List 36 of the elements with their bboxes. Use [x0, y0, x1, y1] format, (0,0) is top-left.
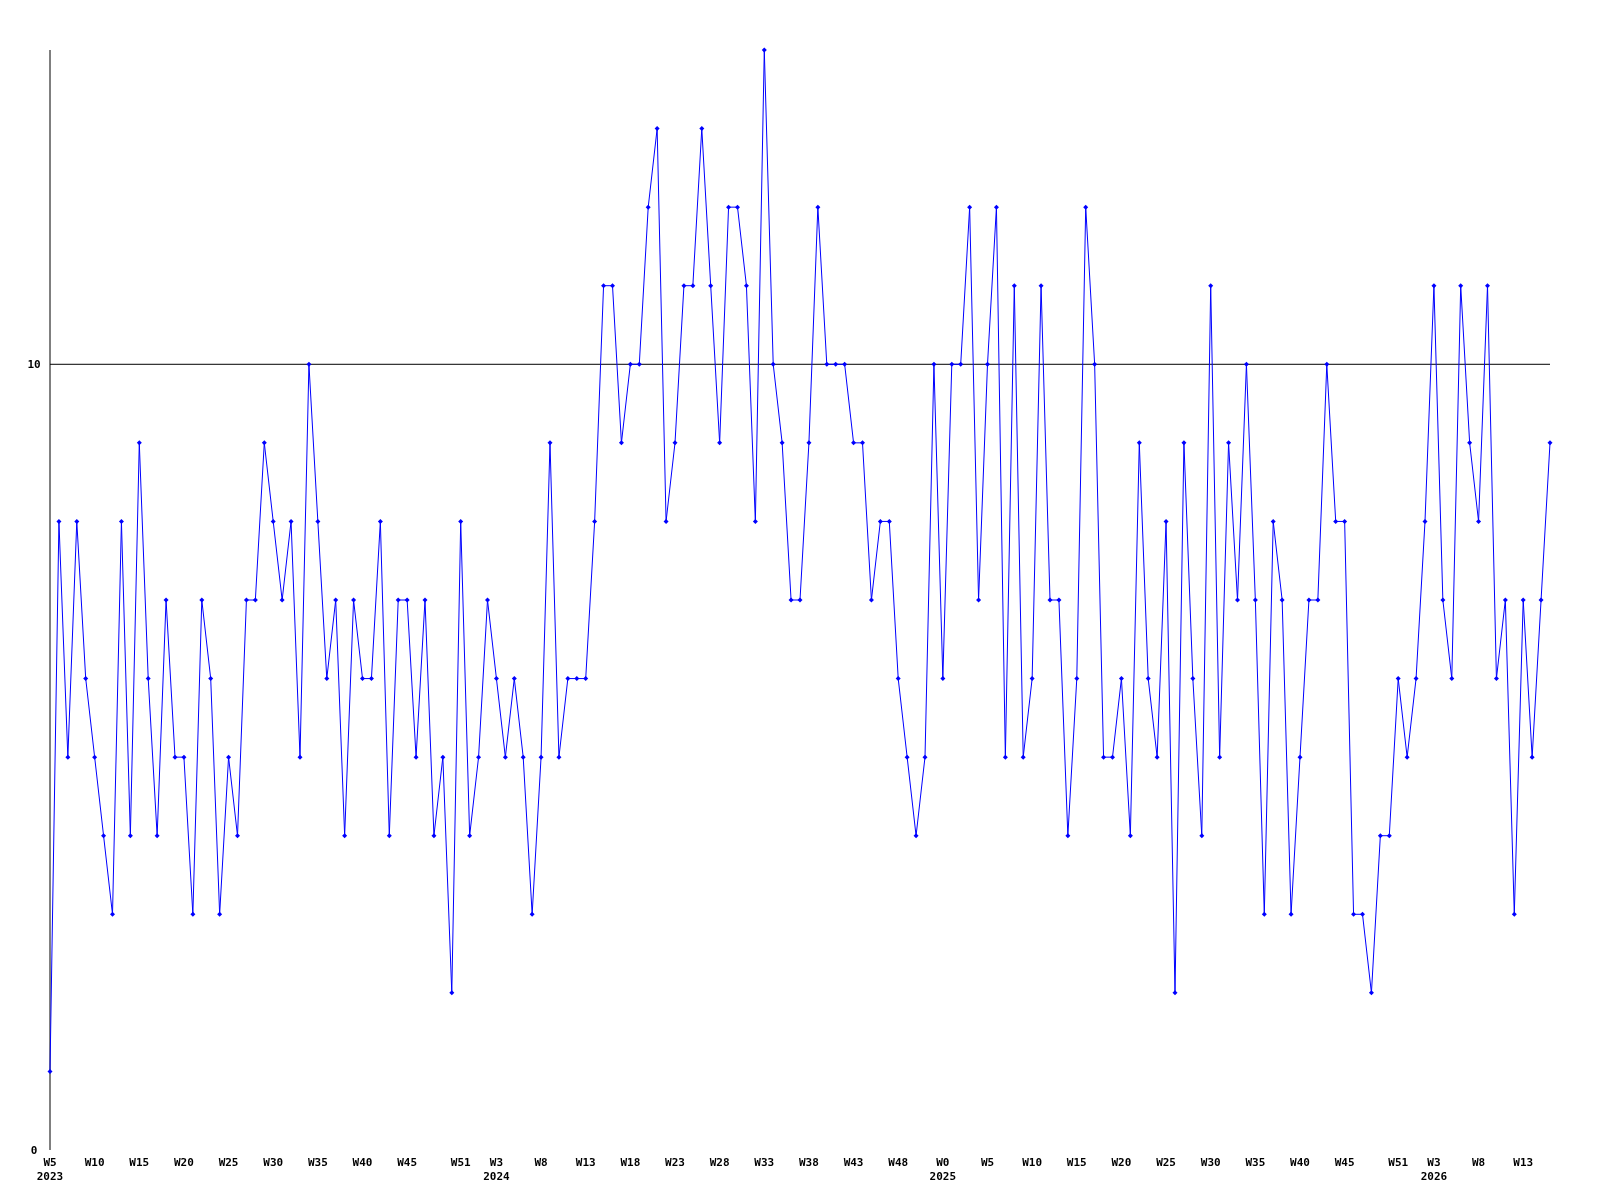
x-tick-label: W40: [1290, 1156, 1310, 1169]
x-tick-label: W30: [1200, 1156, 1221, 1169]
x-tick-label: W25: [218, 1156, 239, 1169]
x-tick-label: W3 2026: [1420, 1156, 1448, 1183]
x-tick-label: W13: [1513, 1156, 1534, 1169]
x-tick-label: W8: [534, 1156, 548, 1169]
x-tick-label: W35: [307, 1156, 328, 1169]
x-tick-label: W8: [1471, 1156, 1486, 1169]
x-tick-label: W20: [1111, 1156, 1132, 1169]
x-tick-label: W10: [84, 1156, 105, 1169]
x-tick-label: W33: [754, 1156, 775, 1169]
x-tick-label: W51: [450, 1156, 472, 1169]
x-tick-label: W25: [1156, 1156, 1177, 1169]
x-tick-label: W51: [1388, 1156, 1409, 1169]
x-tick-label: W5 2023: [36, 1156, 64, 1183]
x-tick-label: W15: [129, 1156, 150, 1169]
x-tick-label: W23: [665, 1156, 685, 1169]
x-tick-label: W30: [263, 1156, 284, 1169]
x-tick-label: W18: [620, 1156, 641, 1169]
x-tick-label: W38: [798, 1156, 819, 1169]
x-tick-label: W40: [352, 1156, 373, 1169]
x-tick-label: W45: [1334, 1156, 1355, 1169]
x-tick-label: W45: [397, 1156, 418, 1169]
x-tick-label: W0 2025: [929, 1156, 957, 1183]
x-tick-label: W35: [1245, 1156, 1266, 1169]
x-tick-label: W13: [575, 1156, 596, 1169]
y-tick-label: 10: [27, 358, 41, 372]
x-tick-label: W10: [1022, 1156, 1043, 1169]
x-tick-label: W43: [843, 1156, 864, 1169]
x-tick-label: W3 2024: [483, 1156, 511, 1183]
x-tick-label: W5: [980, 1156, 995, 1169]
y-tick-label: 0: [30, 1144, 38, 1157]
x-tick-label: W28: [709, 1156, 730, 1169]
x-tick-label: W48: [888, 1156, 909, 1169]
x-tick-label: W20: [173, 1156, 194, 1169]
x-tick-label: W15: [1066, 1156, 1087, 1169]
